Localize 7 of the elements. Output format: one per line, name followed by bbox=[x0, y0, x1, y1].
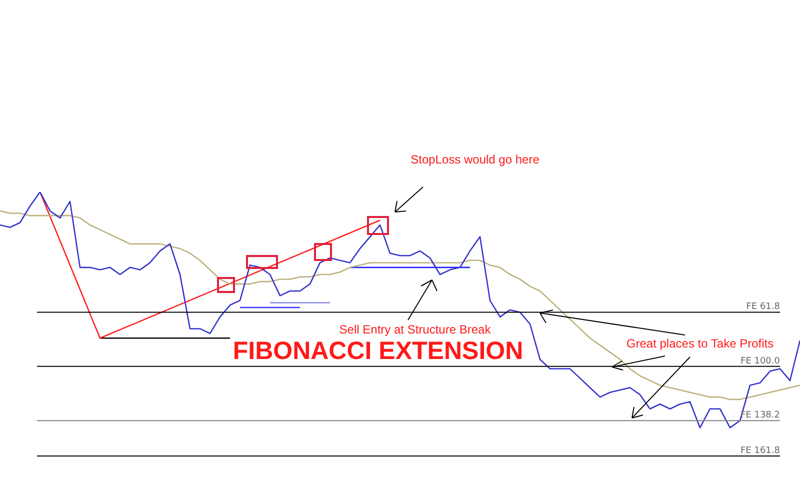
text: StopLoss would go here bbox=[410, 152, 540, 166]
annotation: Great places to Take Profits bbox=[626, 336, 774, 350]
text: FIBONACCI EXTENSION bbox=[232, 336, 524, 365]
ref-line-label: FE 100.0 bbox=[740, 356, 780, 366]
ref-line-label: FE 61.8 bbox=[746, 302, 780, 312]
annotation: Sell Entry at Structure Break bbox=[339, 322, 492, 336]
ref-line-label: FE 161.8 bbox=[740, 446, 780, 456]
